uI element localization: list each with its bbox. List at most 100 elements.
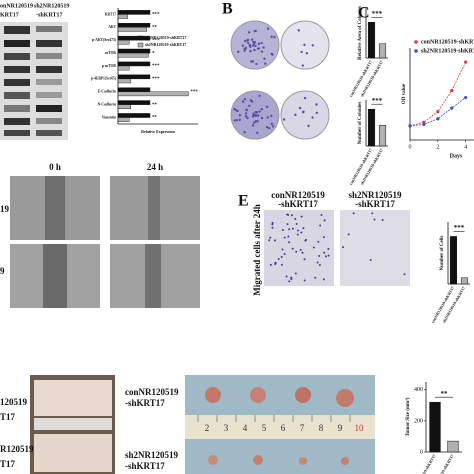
cell [281, 248, 284, 251]
y-axis-label: OD value [402, 83, 407, 104]
colony [256, 47, 260, 50]
significance: *** [152, 38, 160, 43]
cell [323, 251, 326, 254]
y-axis-label: Tumor Size (mm³) [405, 397, 411, 436]
x-axis-label: Days [450, 153, 463, 159]
cell [322, 278, 325, 281]
line [409, 61, 467, 127]
ruler-number: 5 [262, 423, 267, 433]
colony [253, 48, 256, 52]
cell [312, 246, 315, 249]
colony [305, 52, 309, 55]
colony [233, 107, 236, 111]
colony [248, 104, 251, 108]
cell [288, 280, 291, 283]
y-tick-label: 0 [420, 449, 423, 455]
colony [244, 46, 248, 50]
cell [287, 213, 290, 216]
cell [283, 252, 286, 255]
colony [238, 114, 242, 117]
ruler-number: 10 [355, 423, 365, 433]
colony [271, 125, 275, 128]
colony [300, 50, 303, 54]
tumor-row: -shKRT17 [125, 461, 165, 471]
significance: *** [152, 64, 160, 69]
bar [117, 65, 130, 71]
point [464, 60, 468, 64]
significance: ** [152, 25, 158, 30]
legend-swatch [414, 49, 418, 53]
cell [294, 272, 297, 275]
cell [274, 261, 277, 264]
y-tick-label: p-mTOR [102, 64, 116, 68]
legend-label: conNR120519-shKRT17 [421, 39, 474, 45]
cell [297, 229, 300, 232]
cell [302, 227, 305, 230]
colony [311, 44, 314, 47]
blot-header: -shKRT17 [36, 12, 62, 18]
cell [342, 246, 345, 249]
cell [403, 273, 406, 276]
legend-label: sh2NR120519-shKRT17 [421, 48, 474, 54]
tumor-image [185, 375, 375, 474]
colony [262, 46, 265, 49]
bar [117, 87, 151, 92]
bar [117, 61, 151, 67]
colony [244, 39, 247, 43]
colony [307, 124, 310, 128]
colony [302, 110, 305, 113]
colony [237, 50, 240, 54]
colony [256, 119, 259, 123]
colony [264, 62, 267, 65]
colony [256, 131, 259, 134]
colony [260, 50, 264, 53]
y-tick-label: N-Cadherin [98, 102, 116, 106]
y-axis-label: Number of Cells [440, 235, 445, 270]
significance: ** [152, 103, 158, 108]
cell [316, 261, 319, 264]
colony [294, 113, 297, 117]
cell [285, 275, 288, 278]
mice-row: 120519 [0, 397, 28, 407]
cell [290, 276, 293, 279]
colony [244, 112, 248, 115]
colony [252, 112, 255, 115]
cell [295, 222, 298, 225]
cell [371, 212, 374, 215]
colony [258, 94, 261, 97]
bar [117, 14, 128, 19]
mice-row: T17 [0, 459, 16, 469]
ruler-number: 8 [319, 423, 324, 433]
wound-row: 19 [0, 204, 10, 214]
significance: *** [152, 77, 160, 82]
colony [246, 41, 250, 45]
tumor-row: sh2NR120519 [125, 450, 179, 460]
wound-images [10, 176, 200, 308]
cell [294, 218, 297, 221]
colony [251, 60, 255, 63]
colony [298, 106, 302, 110]
bar [367, 22, 376, 59]
bar [117, 48, 151, 54]
cell [277, 258, 280, 261]
cell [295, 250, 298, 253]
colony-images [230, 20, 330, 140]
cell [301, 251, 304, 254]
ruler-number: 6 [281, 423, 286, 433]
cell [381, 218, 384, 221]
cell [271, 223, 274, 226]
colony [241, 44, 245, 47]
mice-image [30, 375, 115, 474]
legend-swatch [137, 42, 144, 48]
cell [299, 248, 302, 251]
tumor-row: conNR120519 [125, 387, 179, 397]
bar [117, 35, 151, 41]
cell [280, 255, 283, 258]
colony [257, 114, 260, 117]
migration-header: sh2NR120519 [348, 190, 402, 200]
ruler-number: 3 [224, 423, 229, 433]
bar [429, 401, 441, 453]
y-tick-label: mTOR [105, 51, 116, 55]
point [450, 106, 454, 110]
